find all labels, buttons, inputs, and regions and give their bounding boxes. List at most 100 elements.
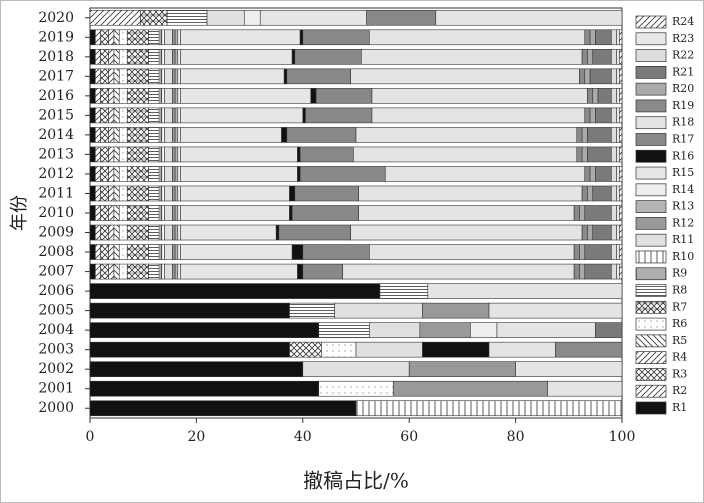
bar-segment	[177, 29, 181, 46]
bar-segment	[118, 185, 128, 202]
bar-segment	[419, 322, 471, 338]
bar-segment	[289, 302, 336, 319]
legend-swatch	[635, 300, 667, 314]
bar-segment	[89, 263, 96, 280]
bar-segment	[616, 127, 620, 143]
y-tick-label: 2009	[38, 225, 74, 241]
bar-segment	[89, 107, 96, 124]
bar-segment	[89, 244, 96, 260]
bar-segment	[148, 49, 160, 65]
x-tick-label: 60	[400, 429, 418, 445]
bar-segment	[619, 224, 623, 241]
bar-segment	[177, 185, 181, 202]
bar-segment	[161, 107, 165, 124]
bar-segment	[100, 29, 109, 46]
x-axis-label: 撤稿占比/%	[303, 469, 409, 493]
bar-segment	[177, 88, 181, 104]
bar-segment	[573, 205, 580, 221]
legend-label: R22	[672, 49, 694, 62]
bar-segment	[161, 166, 165, 182]
legend-label: R10	[672, 250, 694, 263]
bar-segment	[595, 166, 612, 182]
bar-segment	[619, 127, 623, 143]
bar-segment	[368, 29, 586, 46]
legend-label: R8	[672, 284, 687, 297]
bar-segment	[180, 166, 298, 182]
bar-segment	[164, 263, 173, 280]
bar-segment	[368, 244, 575, 260]
bar-segment	[108, 29, 115, 46]
y-tick-label: 2012	[38, 166, 74, 182]
bar-segment	[318, 380, 394, 397]
bar-segment	[158, 166, 163, 182]
bar-segment	[350, 68, 580, 85]
bar-segment	[161, 68, 165, 85]
bar-segment	[172, 146, 176, 163]
legend-swatch	[635, 233, 667, 247]
bar-segment	[180, 49, 293, 65]
legend-label: R15	[672, 166, 694, 179]
bar-segment	[180, 127, 282, 143]
bar-segment	[180, 88, 312, 104]
bar-segment	[158, 244, 163, 260]
y-tick-label: 2015	[38, 107, 74, 123]
bar-segment	[172, 29, 176, 46]
legend-swatch	[635, 250, 667, 264]
bar-segment	[619, 29, 623, 46]
legend-label: R6	[672, 317, 687, 330]
bar-segment	[174, 49, 179, 65]
bar-segment	[297, 263, 304, 280]
bar-segment	[321, 341, 357, 358]
bar-segment	[584, 166, 591, 182]
bar-segment	[113, 166, 120, 182]
bar-segment	[597, 88, 612, 104]
bar-segment	[584, 244, 612, 260]
bar-segment	[89, 341, 290, 358]
bar-segment	[611, 107, 617, 124]
legend-label: R13	[672, 200, 694, 213]
legend-label: R1	[672, 401, 687, 414]
legend-swatch	[635, 200, 667, 213]
bar-segment	[587, 146, 612, 163]
bar-segment	[611, 185, 617, 202]
legend-swatch	[635, 183, 667, 197]
bar-segment	[95, 146, 101, 163]
bar-segment	[318, 322, 370, 338]
bar-segment	[118, 224, 128, 241]
bar-segment	[616, 107, 620, 124]
legend-label: R19	[672, 99, 694, 112]
bar-segment	[148, 107, 160, 124]
bar-segment	[592, 224, 612, 241]
bar-segment	[118, 205, 128, 221]
bar-segment	[299, 29, 304, 46]
bar-segment	[180, 224, 277, 241]
y-tick-label: 2001	[38, 381, 74, 397]
legend-label: R2	[672, 384, 687, 397]
bar-segment	[89, 322, 320, 338]
bar-segment	[164, 29, 173, 46]
bar-segment	[177, 166, 181, 182]
bar-segment	[547, 380, 623, 397]
legend-swatch	[635, 32, 667, 46]
bar-segment	[177, 49, 181, 65]
bar-segment	[616, 205, 620, 221]
bar-segment	[371, 107, 586, 124]
legend-swatch	[635, 317, 667, 331]
bar-segment	[177, 107, 181, 124]
bar-segment	[172, 127, 176, 143]
bar-segment	[95, 224, 101, 241]
bar-segment	[148, 68, 160, 85]
bar-segment	[302, 263, 343, 280]
bar-segment	[118, 244, 128, 260]
bar-segment	[174, 224, 179, 241]
bar-segment	[126, 88, 149, 104]
legend-swatch	[635, 267, 667, 281]
bar-segment	[294, 185, 359, 202]
bar-segment	[611, 224, 617, 241]
bar-segment	[161, 49, 165, 65]
bar-segment	[113, 205, 120, 221]
bar-segment	[172, 224, 176, 241]
bar-segment	[108, 244, 115, 260]
bar-segment	[289, 185, 296, 202]
bar-segment	[95, 49, 101, 65]
